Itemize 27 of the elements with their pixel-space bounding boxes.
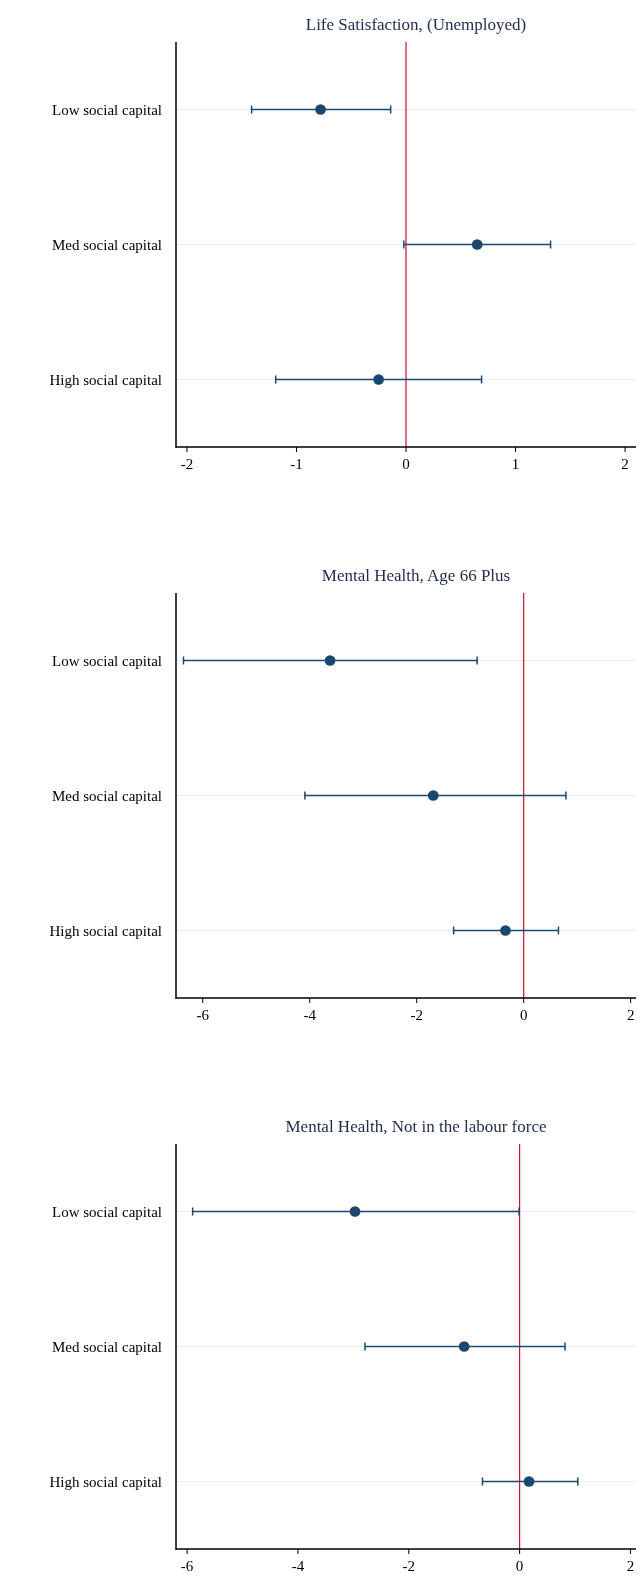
chart-title: Life Satisfaction, (Unemployed) bbox=[305, 15, 527, 34]
chart-title: Mental Health, Not in the labour force bbox=[285, 1117, 547, 1136]
x-tick-label: 0 bbox=[515, 1558, 524, 1574]
y-tick-label: Med social capital bbox=[52, 787, 162, 804]
x-tick-label: 1 bbox=[511, 456, 520, 472]
y-tick-label: Med social capital bbox=[52, 1338, 162, 1355]
y-tick-label: Low social capital bbox=[52, 101, 162, 118]
x-tick-label: 2 bbox=[626, 1007, 635, 1023]
y-tick-label: Med social capital bbox=[52, 236, 162, 253]
x-tick-label: -4 bbox=[291, 1558, 305, 1574]
x-tick-label: -2 bbox=[410, 1007, 423, 1023]
x-tick-label: 0 bbox=[519, 1007, 528, 1023]
x-tick-label: -2 bbox=[180, 456, 194, 472]
y-tick-label: High social capital bbox=[49, 371, 162, 388]
x-tick-label: -1 bbox=[290, 456, 303, 472]
y-tick-label: Low social capital bbox=[52, 1203, 162, 1220]
x-tick-label: -4 bbox=[303, 1007, 317, 1023]
x-tick-label: 0 bbox=[402, 456, 410, 472]
x-tick-label: 2 bbox=[621, 456, 629, 472]
x-tick-label: -6 bbox=[196, 1007, 210, 1023]
y-tick-label: Low social capital bbox=[52, 652, 162, 669]
y-tick-label: High social capital bbox=[49, 1473, 162, 1490]
x-tick-label: -2 bbox=[402, 1558, 416, 1574]
x-tick-label: 2 bbox=[626, 1558, 635, 1574]
y-tick-label: High social capital bbox=[49, 922, 162, 939]
chart-title: Mental Health, Age 66 Plus bbox=[321, 566, 511, 585]
x-tick-label: -6 bbox=[180, 1558, 194, 1574]
